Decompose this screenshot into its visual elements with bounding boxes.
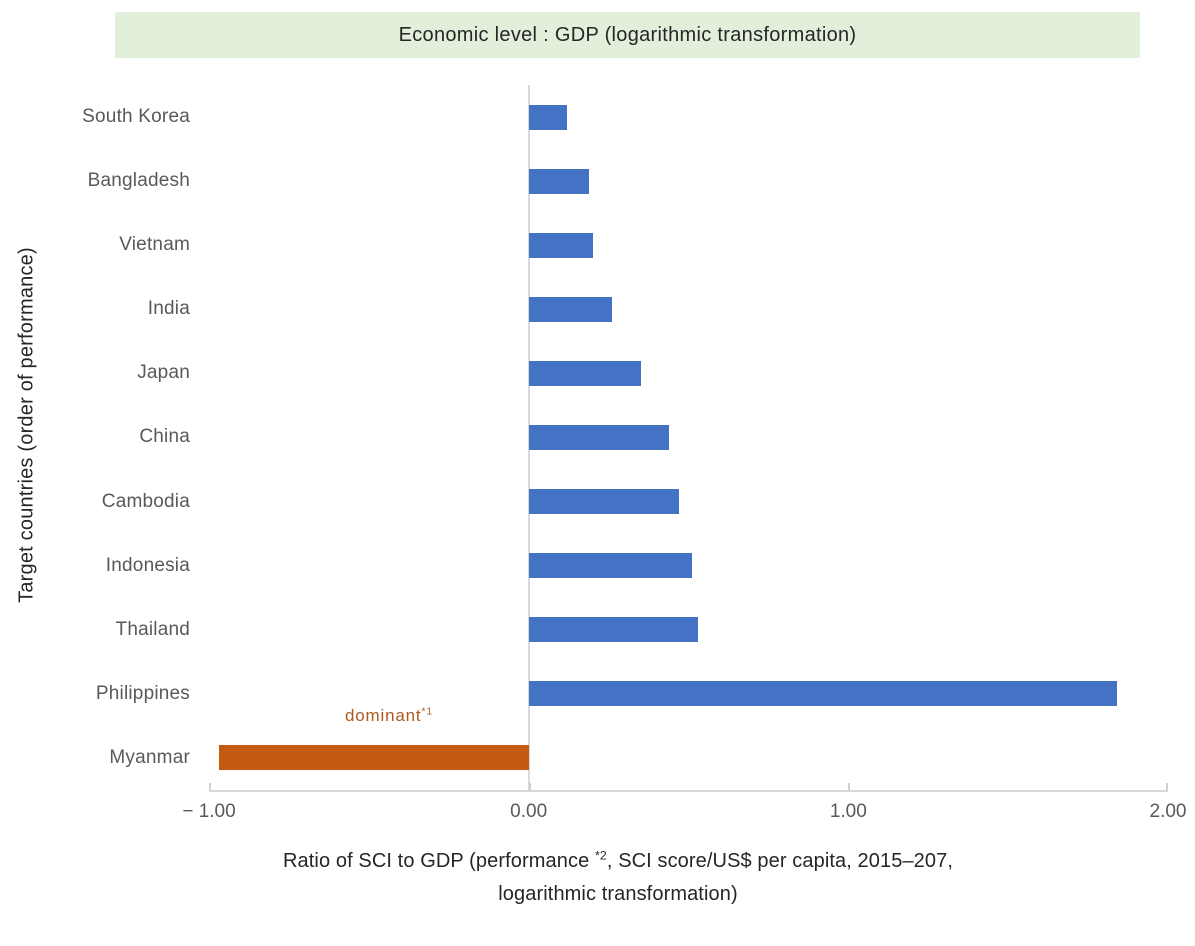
category-label-myanmar: Myanmar [109, 746, 190, 768]
category-label-japan: Japan [137, 362, 190, 384]
x-axis-caption-line2: logarithmic transformation) [498, 883, 738, 905]
bar-south-korea [528, 104, 568, 130]
x-axis-tick-label: 2.00 [1149, 801, 1187, 822]
bar-thailand [528, 617, 699, 643]
annotation-text: dominant [345, 706, 422, 725]
bar-cambodia [528, 489, 679, 515]
category-label-indonesia: Indonesia [105, 554, 190, 576]
annotation-superscript: *1 [421, 705, 433, 718]
caption-superscript: *2 [594, 848, 607, 863]
x-axis-tick-label: 0.00 [510, 801, 548, 822]
category-label-vietnam: Vietnam [119, 234, 190, 256]
category-label-cambodia: Cambodia [101, 490, 190, 512]
category-label-philippines: Philippines [95, 682, 190, 704]
bar-indonesia [528, 553, 692, 579]
category-axis: South Korea Bangladesh Vietnam India Japan Ch… [0, 85, 190, 790]
plot-area [209, 85, 1168, 792]
category-label-south-korea: South Korea [82, 106, 190, 128]
category-label-china: China [139, 426, 190, 448]
bar-myanmar [218, 745, 529, 771]
bar-china [528, 425, 670, 450]
x-axis-tick [848, 783, 851, 790]
category-label-bangladesh: Bangladesh [87, 170, 190, 192]
chart-title: Economic level : GDP (logarithmic transf… [398, 23, 857, 46]
category-label-india: India [147, 298, 190, 320]
x-axis-tick-label: − 1.00 [182, 801, 236, 822]
bar-japan [528, 360, 641, 386]
bar-india [528, 296, 612, 322]
bar-vietnam [528, 232, 593, 258]
x-axis-tick [528, 783, 531, 790]
x-axis-tick [209, 783, 211, 790]
x-axis-tick-label: 1.00 [829, 801, 867, 822]
bar-philippines [528, 681, 1117, 707]
x-axis-tick [1166, 783, 1168, 790]
bar-bangladesh [528, 168, 590, 194]
x-axis-caption-line1: Ratio of SCI to GDP (performance *2, SCI… [283, 848, 953, 872]
dominant-annotation: dominant*1 [345, 706, 433, 726]
x-axis-caption: Ratio of SCI to GDP (performance *2, SCI… [283, 845, 953, 911]
category-label-thailand: Thailand [115, 618, 190, 640]
chart-title-band: Economic level : GDP (logarithmic transf… [115, 12, 1140, 58]
